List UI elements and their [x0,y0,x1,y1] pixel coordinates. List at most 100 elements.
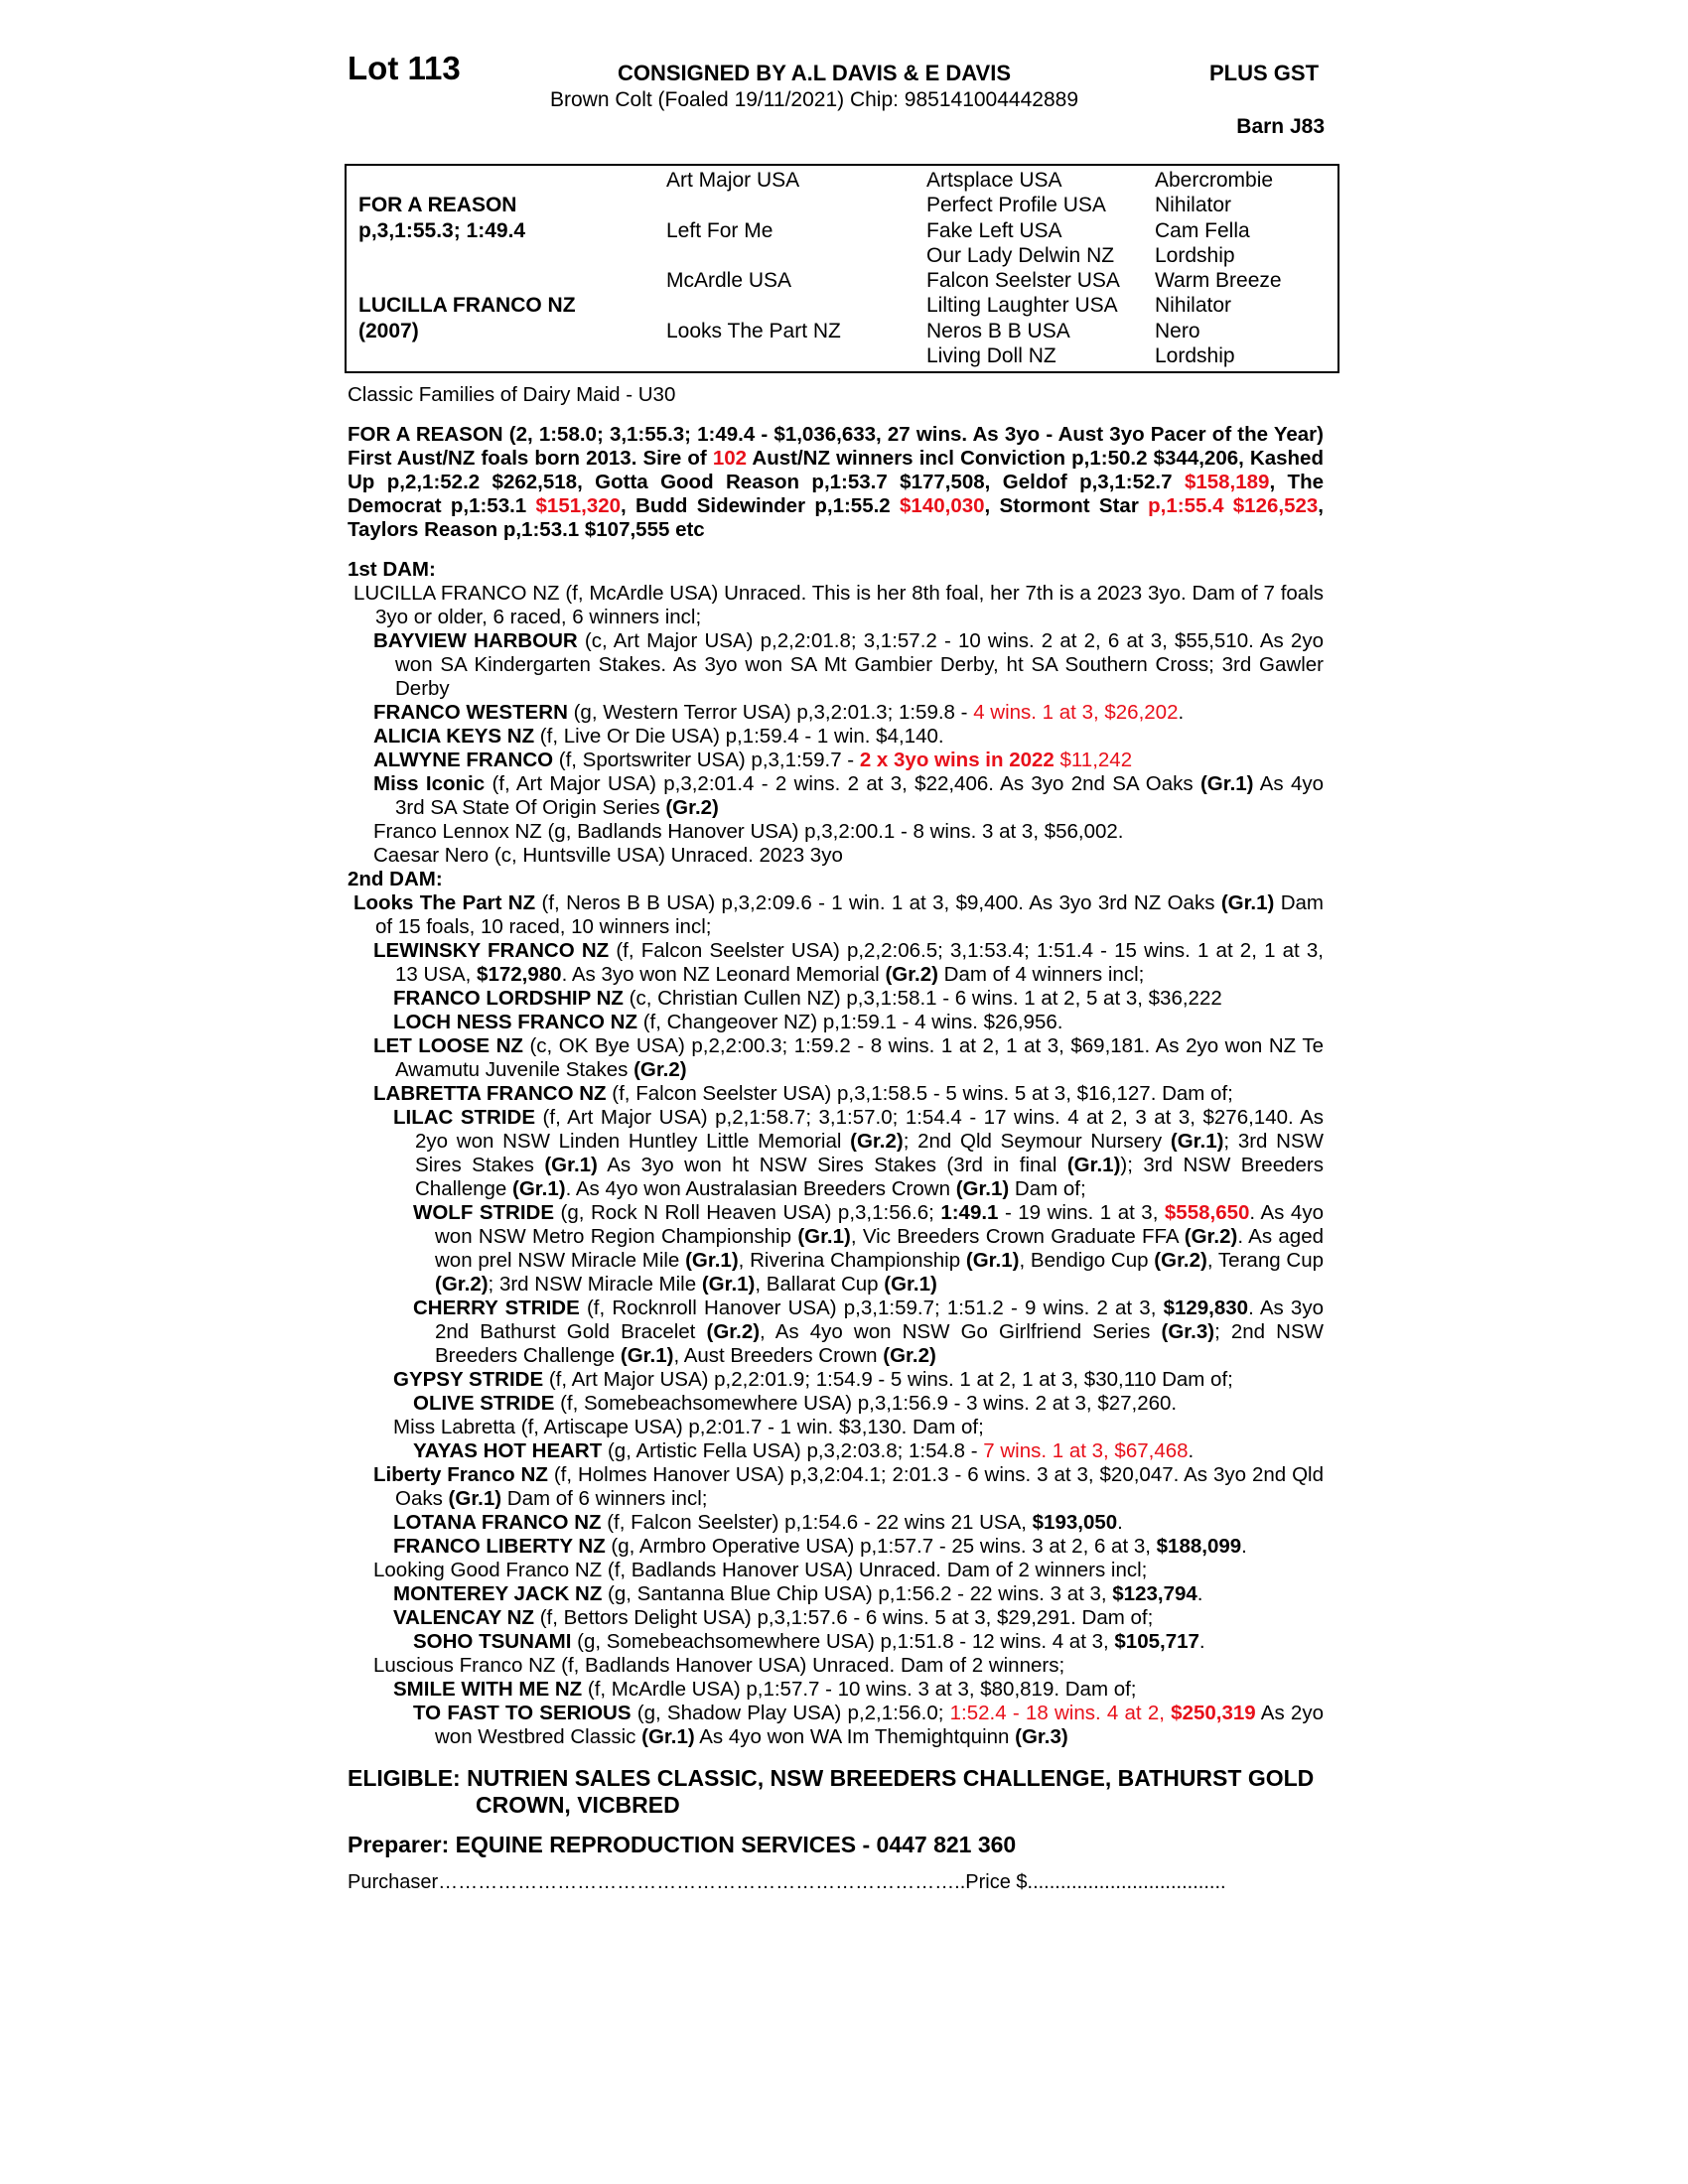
progeny-entry: Miss Labretta (f, Artiscape USA) p,2:01.… [348,1416,1324,1439]
text-run: MONTEREY JACK NZ [393,1582,603,1605]
ancestor: Abercrombie [1155,169,1274,192]
text-run: (Gr.1) [544,1154,598,1176]
ancestor: Lordship [1155,243,1235,267]
ancestor: Falcon Seelster USA [926,269,1120,293]
progeny-entry: LUCILLA FRANCO NZ (f, McArdle USA) Unrac… [348,582,1324,629]
text-run: (Gr.2) [435,1273,489,1296]
text-run: Miss Labretta (f, Artiscape USA) p,2:01.… [393,1416,984,1438]
text-run: (Gr.1) [620,1344,674,1367]
text-run: (g, Western Terror USA) p,3,2:01.3; 1:59… [567,701,974,724]
dam-heading: 1st DAM: [348,558,436,581]
progeny-entry: ALWYNE FRANCO (f, Sportswriter USA) p,3,… [348,749,1324,772]
text-run: (Gr.1) [701,1273,756,1296]
text-run: , Vic Breeders Crown Graduate FFA [850,1225,1185,1248]
purchaser-line: Purchaser……………………………………………………………………..Pri… [348,1871,1226,1893]
text-run: (Gr.2) [1154,1249,1207,1272]
text-run: ); 3rd NSW Breeders Challenge [415,1154,1324,1200]
text-run: (Gr.1) [1199,772,1254,795]
text-run: 7 wins. 1 at 3, $67,468 [983,1439,1189,1462]
text-run: As 4yo won WA Im Themightquinn [694,1725,1016,1748]
text-run: LUCILLA FRANCO NZ (f, McArdle USA) Unrac… [353,582,1324,628]
text-run: Franco Lennox NZ (g, Badlands Hanover US… [373,820,1124,843]
ancestor: Artsplace USA [926,169,1062,192]
progeny-entry: LABRETTA FRANCO NZ (f, Falcon Seelster U… [348,1082,1324,1106]
text-run: - 19 wins. 1 at 3, [998,1201,1165,1224]
text-run: , Budd Sidewinder p,1:55.2 [621,494,901,517]
progeny-entry: YAYAS HOT HEART (g, Artistic Fella USA) … [348,1439,1324,1463]
ancestor: Lilting Laughter USA [926,294,1118,318]
ancestor: Living Doll NZ [926,344,1056,368]
family: Classic Families of Dairy Maid - U30 [348,383,676,406]
text-run: (f, Neros B B USA) p,3,2:09.6 - 1 win. 1… [535,891,1221,914]
text-run: (Gr.1) [685,1249,739,1272]
text-run: 1:49.1 [940,1201,999,1224]
text-run: , Bendigo Cup [1019,1249,1155,1272]
text-run: OLIVE STRIDE [413,1392,555,1415]
text-run: (f, Somebeachsomewhere USA) p,3,1:56.9 -… [554,1392,1178,1415]
text-run: SMILE WITH ME NZ [393,1678,583,1701]
text-run: , Ballarat Cup [755,1273,885,1296]
text-run: . [1198,1630,1205,1653]
dam-heading: 2nd DAM: [348,868,443,890]
text-run: (Gr.2) [706,1320,761,1343]
text-run: (Gr.1) [965,1249,1020,1272]
text-run: $140,030 [900,494,985,517]
sire-summary: FOR A REASON (2, 1:58.0; 3,1:55.3; 1:49.… [348,423,1324,542]
text-run: . [1196,1582,1203,1605]
text-run: . As 3yo won NZ Leonard Memorial [561,963,886,986]
text-run: (Gr.1) [512,1177,566,1200]
text-run: (Gr.1) [641,1725,695,1748]
text-run: Dam of 15 foals, 10 raced, 10 winners in… [375,891,1325,938]
progeny-entry: Luscious Franco NZ (f, Badlands Hanover … [348,1654,1324,1678]
text-run: ; 3rd NSW Sires Stakes [415,1130,1324,1176]
text-run: . [1188,1439,1195,1462]
text-run: CHERRY STRIDE [413,1297,580,1319]
progeny-entry: Miss Iconic (f, Art Major USA) p,3,2:01.… [348,772,1324,820]
ancestor: McArdle USA [666,269,792,293]
text-run: , Aust Breeders Crown [673,1344,884,1367]
text-run: LOCH NESS FRANCO NZ [393,1011,637,1033]
pedigree-table: FOR A REASON p,3,1:55.3; 1:49.4 LUCILLA … [345,164,1339,373]
text-run: VALENCAY NZ [393,1606,535,1629]
text-run: . As 4yo won NSW Metro Region Championsh… [435,1201,1324,1248]
text-run: $250,319 [1171,1702,1256,1724]
text-run: (g, Rock N Roll Heaven USA) p,3,1:56.6; [554,1201,941,1224]
text-run: $158,189 [1184,471,1270,493]
ancestor: Warm Breeze [1155,269,1282,293]
progeny-entry: SMILE WITH ME NZ (f, McArdle USA) p,1:57… [348,1678,1324,1702]
ancestor: Looks The Part NZ [666,319,841,342]
ancestor: Nero [1155,319,1200,342]
progeny-entry: SOHO TSUNAMI (g, Somebeachsomewhere USA)… [348,1630,1324,1654]
text-run: $11,242 [1054,749,1133,771]
gst-note: PLUS GST [1209,61,1320,85]
ancestor: Lordship [1155,344,1235,368]
text-run: (Gr.1) [1170,1130,1224,1153]
text-run: FRANCO LORDSHIP NZ [393,987,624,1010]
text-run: LILAC STRIDE [393,1106,536,1129]
progeny-entry: CHERRY STRIDE (f, Rocknroll Hanover USA)… [348,1297,1324,1368]
text-run: Caesar Nero (c, Huntsville USA) Unraced.… [373,844,843,867]
text-run: (Gr.3) [1161,1320,1215,1343]
consignor: CONSIGNED BY A.L DAVIS & E DAVIS [617,61,1012,85]
text-run: (f, Sportswriter USA) p,3,1:59.7 - [553,749,860,771]
ancestor: Nihilator [1155,294,1232,318]
text-run: LET LOOSE NZ [373,1034,523,1057]
progeny-entry: TO FAST TO SERIOUS (g, Shadow Play USA) … [348,1702,1324,1749]
text-run: Dam of 4 winners incl; [937,963,1145,986]
progeny-entry: BAYVIEW HARBOUR (c, Art Major USA) p,2,2… [348,629,1324,701]
text-run: (Gr.3) [1015,1725,1068,1748]
text-run: FRANCO LIBERTY NZ [393,1535,606,1558]
text-run: . As 3yo 2nd Bathurst Gold Bracelet [435,1297,1324,1343]
text-run: SOHO TSUNAMI [413,1630,572,1653]
text-run: , Riverina Championship [738,1249,966,1272]
text-run: As 3yo won ht NSW Sires Stakes (3rd in f… [597,1154,1067,1176]
text-run: , Taylors Reason p,1:53.1 $107,555 etc [348,494,1324,541]
text-run: YAYAS HOT HEART [413,1439,603,1462]
progeny-entry: FRANCO LIBERTY NZ (g, Armbro Operative U… [348,1535,1324,1559]
text-run: . As 4yo won Australasian Breeders Crown [565,1177,956,1200]
text-run: (g, Santanna Blue Chip USA) p,1:56.2 - 2… [602,1582,1113,1605]
progeny-entry: LILAC STRIDE (f, Art Major USA) p,2,1:58… [348,1106,1324,1201]
text-run: (Gr.1) [797,1225,851,1248]
ancestor: Our Lady Delwin NZ [926,243,1115,267]
